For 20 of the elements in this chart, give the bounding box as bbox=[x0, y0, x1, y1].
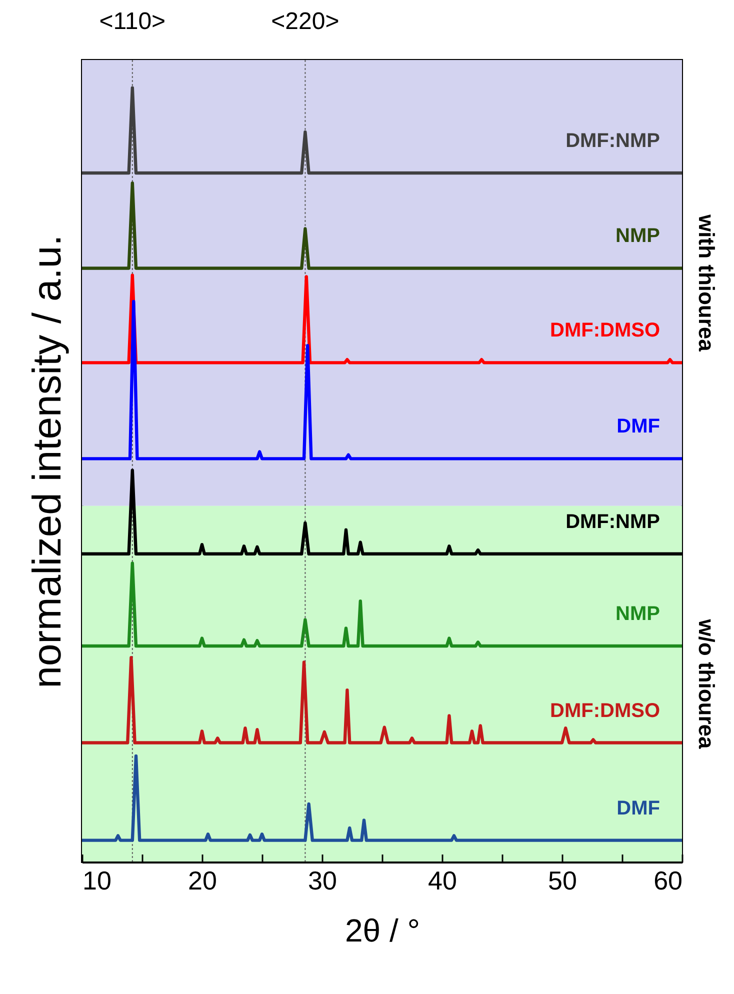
text: <110> bbox=[99, 8, 166, 35]
x-tick-label: 60 bbox=[654, 866, 682, 896]
series-label: DMF bbox=[616, 416, 660, 438]
x-tick-label: 10 bbox=[82, 866, 112, 896]
series-label: NMP bbox=[616, 603, 660, 626]
series-label: DMF:NMP bbox=[566, 130, 660, 152]
series-label: DMF:DMSO bbox=[550, 320, 660, 342]
series-label: DMF:DMSO bbox=[550, 700, 660, 722]
x-tick-label: 50 bbox=[548, 866, 577, 896]
series-label: NMP bbox=[616, 225, 660, 248]
series-label: DMF:NMP bbox=[566, 510, 660, 533]
text: <220> bbox=[271, 8, 340, 35]
x-tick-label: 40 bbox=[428, 866, 457, 896]
y-axis-title: normalized intensity / a.u. bbox=[26, 234, 70, 688]
x-tick-label: 30 bbox=[308, 866, 337, 896]
x-tick-label: 20 bbox=[188, 866, 217, 896]
band-label: with thiourea bbox=[694, 214, 719, 352]
x-axis-title: 2θ / ° bbox=[344, 912, 420, 948]
series-label: DMF bbox=[616, 797, 660, 820]
band-label: w/o thiourea bbox=[694, 618, 719, 750]
